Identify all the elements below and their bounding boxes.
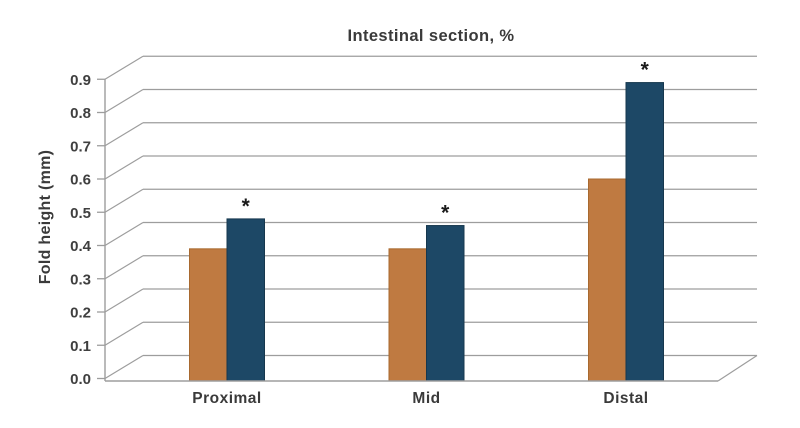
depth-diagonal-line [104,221,144,247]
depth-diagonal-line [104,354,144,380]
significance-markers: * * * [242,59,650,225]
significance-asterisk: * [242,195,251,218]
depth-diagonal-line [104,255,144,280]
y-tick-label: 0.5 [70,205,91,222]
category-label: Proximal [192,390,261,407]
y-tick-label: 0.3 [70,271,91,288]
floor-right-diagonal [717,354,758,382]
bar-mid-series-orange [388,248,427,382]
y-tick-label: 0.7 [70,138,91,155]
bar-distal-series-blue [625,82,664,382]
bar-proximal-series-orange [189,248,228,382]
y-axis-label: Fold height (mm) [37,150,54,285]
bar-proximal-series-blue [226,218,265,382]
depth-diagonal-line [104,88,144,114]
category-axis-labels: Proximal Mid Distal [192,390,648,407]
y-tick-label: 0.1 [70,338,91,355]
depth-diagonal-line [104,188,144,213]
depth-diagonal-line [104,55,144,80]
y-tick-label: 0.6 [70,172,91,189]
y-tick-label: 0.9 [70,72,91,89]
axis-layer [104,79,758,382]
y-tick-label: 0.4 [70,238,92,255]
significance-asterisk: * [641,59,650,82]
y-tick-label: 0.8 [70,105,91,122]
depth-diagonal-line [104,321,144,346]
chart-title: Intestinal section, % [347,27,514,45]
bar-distal-series-orange [588,178,627,382]
depth-diagonal-line [104,122,144,147]
depth-diagonal-line [104,155,144,180]
depth-diagonal-line [104,288,144,313]
category-label: Mid [412,390,440,407]
significance-asterisk: * [441,202,450,225]
y-tick-label: 0.2 [70,305,91,322]
bar-layer [189,82,664,382]
y-tick-label: 0.0 [70,371,91,388]
category-label: Distal [603,390,648,407]
bar-mid-series-blue [426,225,465,382]
